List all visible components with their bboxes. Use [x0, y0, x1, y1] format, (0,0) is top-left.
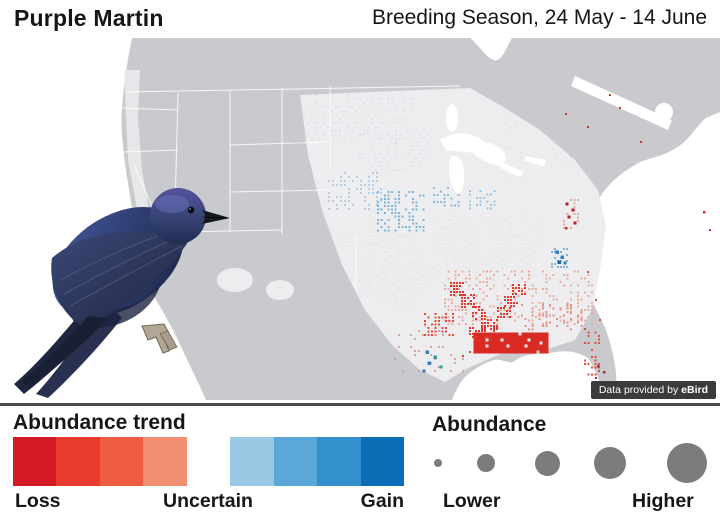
trend-swatch — [56, 437, 100, 486]
trend-swatch — [99, 437, 144, 486]
bird-head — [150, 188, 206, 244]
bird-crown-gloss — [155, 195, 189, 213]
trend-swatch — [273, 437, 318, 486]
trend-label-loss: Loss — [15, 490, 61, 512]
trend-swatch — [186, 437, 231, 486]
map-coastal-pale-strip — [124, 70, 158, 258]
attribution-badge: Data provided by eBird — [590, 381, 716, 399]
abundance-legend-title: Abundance — [432, 413, 547, 436]
trend-legend-title: Abundance trend — [13, 411, 186, 434]
attribution-brand: eBird — [681, 384, 708, 396]
legend-footer: Abundance trend Loss Uncertain Gain Abun… — [0, 406, 720, 532]
trend-swatch — [317, 437, 361, 486]
trend-label-gain: Gain — [360, 490, 404, 512]
abundance-circle — [667, 443, 707, 483]
abundance-circle — [534, 450, 560, 476]
abundance-circle — [594, 447, 626, 479]
map-dots — [291, 93, 712, 380]
trend-swatch — [13, 437, 57, 486]
attribution-text: Data provided by — [598, 384, 682, 396]
map-svg — [121, 38, 720, 400]
map-pale-patch — [266, 280, 294, 300]
bird-beak-line — [202, 216, 227, 219]
trend-swatch — [143, 437, 187, 486]
abundance-label-higher: Higher — [632, 490, 694, 512]
range-map: Data provided by eBird — [121, 38, 720, 400]
bird-eye — [187, 206, 195, 214]
page-title: Purple Martin — [14, 5, 164, 31]
season-subtitle: Breeding Season, 24 May - 14 June — [371, 6, 707, 29]
bird-beak — [202, 210, 230, 224]
abundance-circle — [477, 454, 495, 472]
bird-wing — [51, 231, 188, 328]
trend-label-uncertain: Uncertain — [163, 490, 253, 512]
map-lakes — [440, 76, 673, 194]
trend-colorbar — [13, 437, 404, 486]
bird-primaries — [20, 316, 108, 388]
divider-line — [0, 403, 720, 406]
bird-foot — [141, 323, 173, 354]
bird-foot — [159, 330, 178, 351]
trend-swatch — [360, 437, 404, 486]
bird-eye-highlight — [189, 208, 191, 210]
abundance-circle — [433, 458, 443, 468]
bird-illustration — [14, 188, 230, 398]
map-pale-patch — [217, 268, 253, 292]
abundance-label-lower: Lower — [443, 490, 501, 512]
trend-swatch — [230, 437, 274, 486]
